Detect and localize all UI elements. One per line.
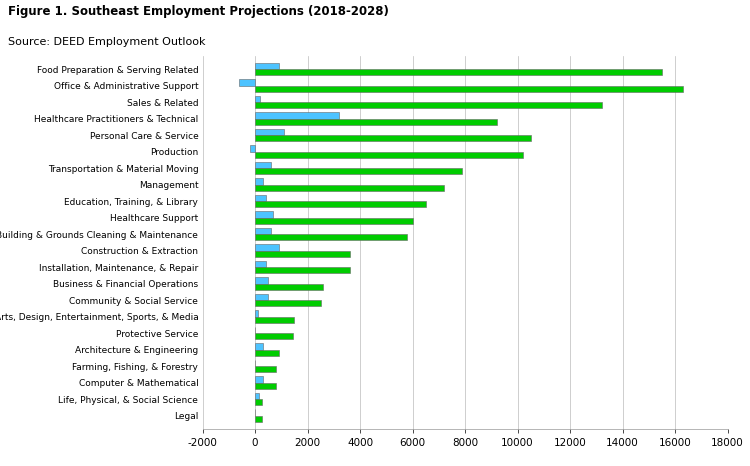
Text: Source: DEED Employment Outlook: Source: DEED Employment Outlook bbox=[8, 37, 205, 47]
Bar bbox=[255, 316, 294, 323]
Bar bbox=[255, 228, 271, 234]
Bar bbox=[250, 145, 255, 151]
Bar bbox=[255, 96, 260, 102]
Bar bbox=[239, 79, 255, 86]
Bar bbox=[255, 399, 262, 405]
Bar bbox=[255, 211, 273, 218]
Bar bbox=[255, 69, 662, 75]
Bar bbox=[255, 277, 268, 283]
Bar bbox=[255, 162, 271, 168]
Bar bbox=[255, 376, 262, 383]
Bar bbox=[255, 251, 350, 257]
Bar bbox=[255, 343, 262, 350]
Bar bbox=[255, 178, 262, 185]
Bar bbox=[255, 185, 444, 191]
Bar bbox=[255, 383, 276, 389]
Bar bbox=[255, 129, 284, 135]
Bar bbox=[255, 135, 531, 141]
Bar bbox=[255, 234, 407, 240]
Bar bbox=[255, 218, 413, 224]
Bar bbox=[255, 119, 496, 125]
Bar bbox=[255, 300, 321, 306]
Bar bbox=[255, 244, 279, 251]
Bar bbox=[255, 63, 279, 69]
Bar bbox=[255, 350, 279, 356]
Bar bbox=[255, 366, 276, 372]
Bar bbox=[255, 112, 339, 119]
Bar bbox=[255, 333, 293, 339]
Bar bbox=[255, 168, 462, 174]
Bar bbox=[255, 201, 426, 207]
Bar bbox=[255, 267, 350, 274]
Bar bbox=[255, 151, 523, 158]
Text: Figure 1. Southeast Employment Projections (2018-2028): Figure 1. Southeast Employment Projectio… bbox=[8, 5, 388, 18]
Bar bbox=[255, 86, 683, 92]
Bar bbox=[255, 416, 262, 422]
Bar bbox=[255, 102, 602, 109]
Bar bbox=[255, 294, 268, 300]
Bar bbox=[255, 195, 266, 201]
Bar bbox=[255, 261, 266, 267]
Bar bbox=[255, 310, 258, 316]
Bar bbox=[255, 393, 259, 399]
Bar bbox=[255, 283, 323, 290]
